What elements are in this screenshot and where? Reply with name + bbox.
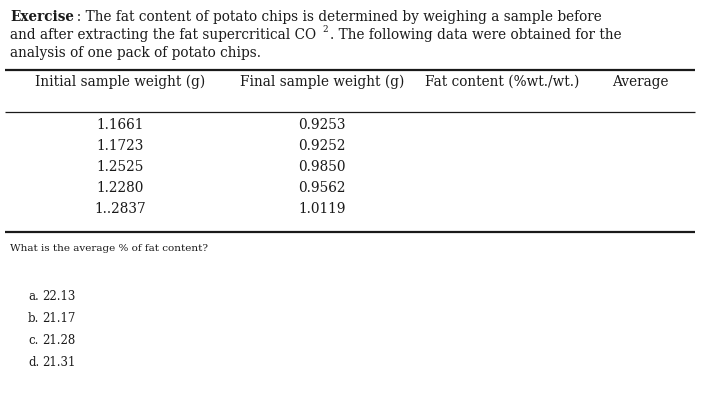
Text: What is the average % of fat content?: What is the average % of fat content? (10, 244, 208, 253)
Text: b.: b. (28, 312, 39, 325)
Text: 2: 2 (322, 25, 328, 34)
Text: 1.2525: 1.2525 (97, 160, 144, 174)
Text: 21.31: 21.31 (42, 356, 75, 369)
Text: : The fat content of potato chips is determined by weighing a sample before: : The fat content of potato chips is det… (68, 10, 602, 24)
Text: Average: Average (612, 75, 668, 89)
Text: and after extracting the fat supercritical CO: and after extracting the fat supercritic… (10, 28, 316, 42)
Text: c.: c. (28, 334, 38, 347)
Text: 22.13: 22.13 (42, 290, 75, 303)
Text: 0.9253: 0.9253 (298, 118, 345, 132)
Text: Final sample weight (g): Final sample weight (g) (240, 75, 404, 89)
Text: 0.9252: 0.9252 (298, 139, 345, 153)
Text: a.: a. (28, 290, 39, 303)
Text: analysis of one pack of potato chips.: analysis of one pack of potato chips. (10, 46, 261, 60)
Text: 21.28: 21.28 (42, 334, 75, 347)
Text: Initial sample weight (g): Initial sample weight (g) (35, 75, 205, 89)
Text: . The following data were obtained for the: . The following data were obtained for t… (330, 28, 622, 42)
Text: Exercise: Exercise (10, 10, 74, 24)
Text: 1..2837: 1..2837 (94, 202, 146, 216)
Text: 1.1723: 1.1723 (97, 139, 144, 153)
Text: 0.9562: 0.9562 (298, 181, 345, 195)
Text: 1.1661: 1.1661 (97, 118, 144, 132)
Text: 1.2280: 1.2280 (97, 181, 144, 195)
Text: 0.9850: 0.9850 (298, 160, 345, 174)
Text: 21.17: 21.17 (42, 312, 75, 325)
Text: Fat content (%wt./wt.): Fat content (%wt./wt.) (425, 75, 580, 89)
Text: d.: d. (28, 356, 39, 369)
Text: 1.0119: 1.0119 (298, 202, 345, 216)
